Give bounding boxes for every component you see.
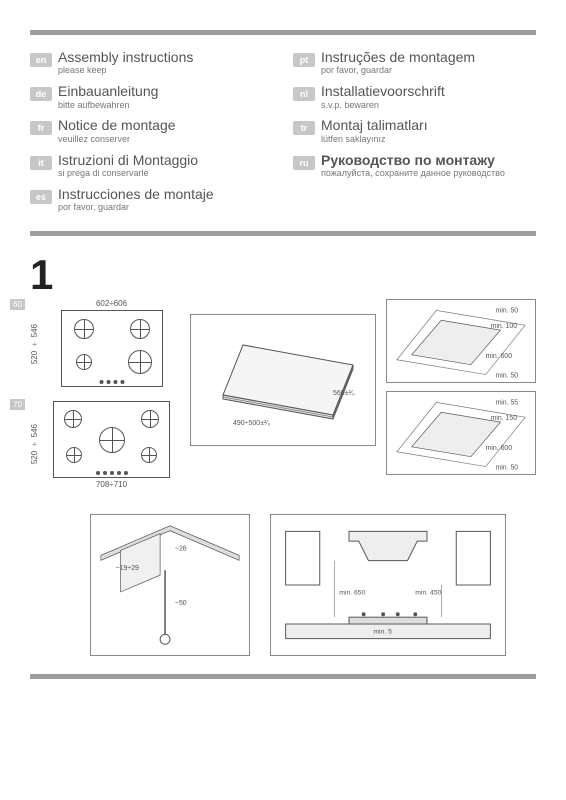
top-rule: [30, 30, 536, 35]
lang-sub: please keep: [58, 65, 193, 76]
lang-title: Montaj talimatları: [321, 118, 428, 133]
lang-sub: пожалуйста, сохраните данное руководство: [321, 168, 505, 179]
svg-text:~26: ~26: [175, 545, 187, 552]
lang-tr: tr Montaj talimatları lütfen saklayınız: [293, 118, 536, 144]
clearance-diagrams: min. 50 min. 100 min. 600 min. 50 min. 5…: [386, 299, 536, 483]
lang-title: Assembly instructions: [58, 50, 193, 65]
diagram-grid: 60 520 ÷ 546 602÷606 70 520 ÷ 546: [30, 299, 536, 499]
svg-text:min. 100: min. 100: [491, 323, 518, 330]
svg-text:min. 450: min. 450: [415, 590, 441, 597]
lang-title: Istruzioni di Montaggio: [58, 153, 198, 168]
lang-tag: de: [30, 87, 52, 101]
hob-70: 70 520 ÷ 546 708÷710: [30, 399, 180, 489]
lang-tag: es: [30, 190, 52, 204]
lang-tag: it: [30, 156, 52, 170]
hob-top-view: [61, 310, 163, 387]
lang-sub: si prega di conservarle: [58, 168, 198, 179]
lang-it: it Istruzioni di Montaggio si prega di c…: [30, 153, 273, 179]
lang-tag: nl: [293, 87, 315, 101]
svg-text:min. 650: min. 650: [339, 590, 365, 597]
lang-en: en Assembly instructions please keep: [30, 50, 273, 76]
svg-text:~19÷29: ~19÷29: [116, 565, 139, 572]
lang-tag: tr: [293, 121, 315, 135]
svg-text:min. 600: min. 600: [486, 445, 513, 452]
lang-title: Notice de montage: [58, 118, 176, 133]
lang-nl: nl Installatievoorschrift s.v.p. bewaren: [293, 84, 536, 110]
lang-sub: s.v.p. bewaren: [321, 100, 445, 111]
depth-label: 520 ÷ 546: [30, 424, 39, 464]
gas-connection-diagram: ~19÷29 ~26 ~50: [90, 514, 250, 656]
svg-text:min. 600: min. 600: [486, 353, 513, 360]
cutout-diagram: 560±²⁄₀ 490÷500±²⁄₀: [190, 314, 376, 446]
svg-text:min. 150: min. 150: [491, 415, 518, 422]
lang-title: Installatievoorschrift: [321, 84, 445, 99]
lang-title: Руководство по монтажу: [321, 153, 505, 168]
width-label: 602÷606: [43, 299, 180, 308]
lang-pt: pt Instruções de montagem por favor, gua…: [293, 50, 536, 76]
lang-de: de Einbauanleitung bitte aufbewahren: [30, 84, 273, 110]
hob-top-view: [53, 401, 170, 478]
lang-ru: ru Руководство по монтажу пожалуйста, со…: [293, 153, 536, 179]
lang-tag: fr: [30, 121, 52, 135]
width-label: 708÷710: [43, 480, 180, 489]
svg-text:min. 50: min. 50: [496, 307, 519, 314]
cutout-width: 560±²⁄₀: [333, 390, 355, 397]
language-grid: en Assembly instructions please keep pt …: [30, 50, 536, 213]
lang-tag: en: [30, 53, 52, 67]
lang-tag: ru: [293, 156, 315, 170]
bottom-diagrams: ~19÷29 ~26 ~50 min. 650 min. 450 min. 5: [90, 514, 506, 656]
lang-fr: fr Notice de montage veuillez conserver: [30, 118, 273, 144]
clearance-top: min. 50 min. 100 min. 600 min. 50: [386, 299, 536, 383]
lang-sub: veuillez conserver: [58, 134, 176, 145]
lang-es: es Instrucciones de montaje por favor, g…: [30, 187, 273, 213]
svg-text:min. 50: min. 50: [496, 372, 519, 379]
hob-diagrams: 60 520 ÷ 546 602÷606 70 520 ÷ 546: [30, 299, 180, 499]
cutout-depth: 490÷500±²⁄₀: [233, 420, 271, 427]
depth-label: 520 ÷ 546: [30, 324, 39, 364]
size-tag: 70: [10, 399, 25, 410]
lang-title: Einbauanleitung: [58, 84, 158, 99]
svg-text:min. 5: min. 5: [373, 629, 392, 636]
lang-tag: pt: [293, 53, 315, 67]
lang-sub: lütfen saklayınız: [321, 134, 428, 145]
svg-text:min. 50: min. 50: [496, 464, 519, 471]
lang-sub: por favor, guardar: [321, 65, 475, 76]
size-tag: 60: [10, 299, 25, 310]
mid-rule: [30, 231, 536, 236]
svg-text:min. 55: min. 55: [496, 399, 519, 406]
lang-sub: bitte aufbewahren: [58, 100, 158, 111]
svg-text:~50: ~50: [175, 600, 187, 607]
bottom-rule: [30, 674, 536, 679]
hob-60: 60 520 ÷ 546 602÷606: [30, 299, 180, 389]
lang-sub: por favor, guardar: [58, 202, 214, 213]
section-number: 1: [30, 251, 536, 299]
lang-title: Instrucciones de montaje: [58, 187, 214, 202]
hood-clearance-diagram: min. 650 min. 450 min. 5: [270, 514, 506, 656]
lang-title: Instruções de montagem: [321, 50, 475, 65]
clearance-bottom: min. 55 min. 150 min. 600 min. 50: [386, 391, 536, 475]
